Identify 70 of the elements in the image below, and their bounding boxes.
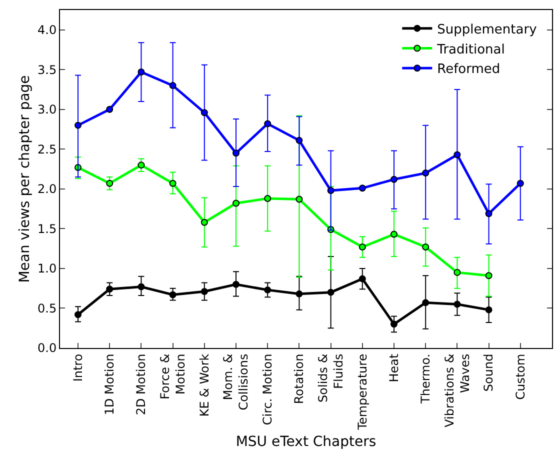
y-tick-label: 1.5 [38,222,57,236]
x-tick-label: Circ. Motion [260,354,275,426]
point [106,180,114,187]
point [358,275,366,282]
x-tick-label: Custom [513,354,528,400]
x-tick-label: Rotation [292,354,306,404]
point [454,151,461,158]
point [232,280,240,288]
point [264,286,272,294]
point [516,180,524,187]
point [138,283,145,290]
x-tick-label: Intro [70,354,85,382]
y-axis-title: Mean views per chapter page [17,75,34,283]
y-tick-label: 0.5 [38,301,57,316]
point [200,288,208,296]
point [74,122,82,129]
legend-label: Traditional [436,42,505,58]
point [390,230,398,238]
x-tick-label: 2D Motion [134,354,148,416]
point [485,210,492,218]
point [327,288,334,296]
y-tick-label: 4.0 [38,23,57,38]
point [422,244,430,250]
legend-label: Reformed [437,62,500,78]
y-tick-label: 1.0 [38,262,57,276]
x-tick-label: Solids & Fluids [316,354,346,402]
point [169,82,176,90]
x-tick-label: Sound [482,354,496,392]
point [358,184,366,192]
point [296,196,303,203]
point [138,162,145,169]
point [169,180,176,187]
y-tick-label: 2.0 [38,182,57,196]
point [138,68,145,76]
point [74,311,82,318]
point [454,268,461,276]
y-tick-label: 0.0 [38,341,57,356]
x-tick-label: 1D Motion [102,354,117,416]
point [296,290,303,298]
point [422,170,430,177]
point [390,320,398,328]
legend-label: Supplementary [437,22,538,38]
x-tick-label: Mom. & Collisions [221,354,251,410]
x-tick-label: Vibrations & Waves [442,354,472,428]
point [200,109,208,116]
point [454,300,461,308]
point [327,187,334,194]
x-tick-label: Force & Motion [158,354,188,400]
point [296,136,303,144]
point [264,194,272,202]
x-tick-label: Temperature [355,354,370,431]
point [232,150,240,157]
point [169,291,176,298]
x-tick-label: Thermo. [418,354,432,404]
point [358,244,366,250]
point [264,120,272,128]
point [485,306,492,314]
y-tick-label: 2.5 [38,142,57,156]
point [106,106,114,113]
x-tick-label: Heat [386,354,401,382]
y-tick-label: 3.5 [38,62,57,77]
point [422,299,430,306]
point [485,272,492,280]
y-tick-label: 3.0 [38,102,57,117]
x-tick-label: KE & Work [197,354,212,417]
point [106,286,114,293]
x-axis-title: MSU eText Chapters [236,434,376,450]
point [232,200,240,207]
point [200,218,208,226]
point [390,176,398,183]
